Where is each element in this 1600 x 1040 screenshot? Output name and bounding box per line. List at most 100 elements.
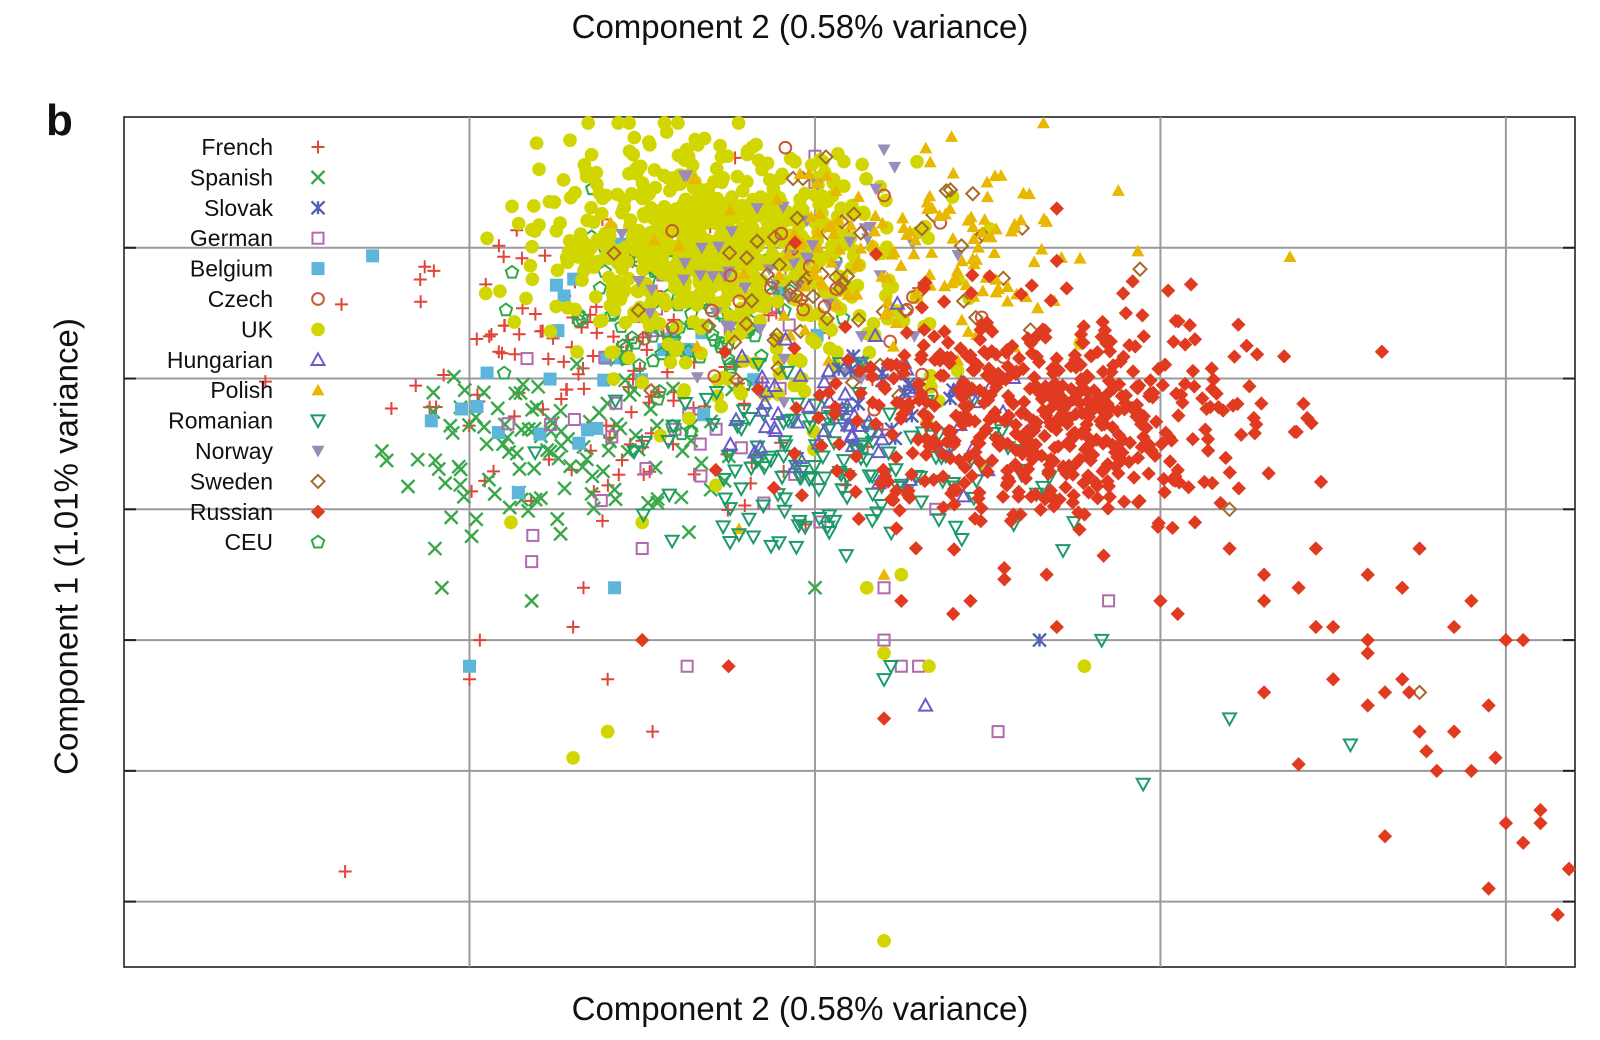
point-hungarian <box>838 397 856 413</box>
point-uk <box>549 224 564 238</box>
point-romanian <box>715 472 733 488</box>
point-russian <box>1446 724 1462 739</box>
point-russian <box>916 338 931 353</box>
point-russian <box>892 503 907 518</box>
point-russian <box>967 511 983 526</box>
point-german <box>877 633 891 647</box>
point-russian <box>1187 332 1203 347</box>
point-russian <box>1049 619 1064 635</box>
point-french <box>542 452 556 466</box>
point-hungarian <box>767 422 785 438</box>
point-uk <box>595 206 609 221</box>
legend-marker-sweden <box>310 473 326 490</box>
point-spanish <box>490 400 506 416</box>
point-russian <box>1111 466 1126 481</box>
point-russian <box>940 350 955 365</box>
point-uk <box>663 355 678 370</box>
point-russian <box>1073 327 1089 342</box>
point-polish <box>723 203 737 216</box>
point-russian <box>1088 475 1103 490</box>
point-russian <box>1498 632 1514 648</box>
point-german <box>594 494 608 508</box>
point-romanian <box>775 449 792 465</box>
point-russian <box>1256 567 1272 582</box>
point-polish <box>793 167 807 180</box>
point-norway <box>777 353 791 366</box>
point-polish <box>851 190 865 203</box>
point-russian <box>1242 379 1257 394</box>
point-french <box>528 307 542 321</box>
point-polish <box>971 240 985 253</box>
point-uk <box>709 478 723 493</box>
point-romanian <box>913 495 930 511</box>
legend-label-romanian: Romanian <box>168 408 273 434</box>
point-polish <box>690 339 704 352</box>
point-uk <box>615 262 629 276</box>
legend-entry-spanish: Spanish <box>190 164 326 190</box>
point-uk <box>562 233 577 248</box>
point-polish <box>876 216 890 229</box>
point-french <box>538 249 552 263</box>
point-uk <box>740 143 755 158</box>
point-russian <box>1136 429 1151 445</box>
point-norway <box>677 170 691 183</box>
point-uk <box>669 320 684 335</box>
point-polish <box>672 239 686 252</box>
point-russian <box>750 382 766 397</box>
point-norway <box>753 324 767 336</box>
point-hungarian <box>746 443 763 459</box>
point-russian <box>884 358 899 373</box>
legend-label-german: German <box>190 225 273 251</box>
point-uk <box>598 226 613 241</box>
point-russian <box>789 401 804 416</box>
point-polish <box>782 247 796 260</box>
point-ceu <box>496 365 512 380</box>
point-uk <box>532 162 546 177</box>
point-uk <box>621 271 636 286</box>
point-uk <box>525 239 539 254</box>
legend-marker-belgium <box>311 262 325 276</box>
point-french <box>414 295 428 309</box>
point-russian <box>1308 541 1324 556</box>
point-german <box>877 581 891 595</box>
figure-top-title: Component 2 (0.58% variance) <box>571 8 1029 45</box>
point-uk <box>652 316 667 331</box>
point-russian <box>1073 357 1088 372</box>
point-russian <box>1169 386 1184 401</box>
point-french <box>418 260 432 274</box>
point-russian <box>1100 501 1116 516</box>
point-polish <box>925 201 939 214</box>
point-uk <box>636 252 651 267</box>
point-russian <box>1222 541 1237 556</box>
point-polish <box>946 232 960 244</box>
point-russian <box>1464 593 1479 608</box>
point-sweden <box>721 245 738 261</box>
point-polish <box>886 339 900 352</box>
point-spanish <box>479 436 494 452</box>
point-russian <box>1185 431 1200 447</box>
point-sweden <box>942 182 959 198</box>
point-russian <box>936 294 952 309</box>
point-russian <box>970 357 985 373</box>
point-czech <box>877 188 891 203</box>
legend-label-french: French <box>201 134 273 160</box>
point-russian <box>1498 816 1514 831</box>
point-russian <box>1062 410 1078 426</box>
point-polish <box>770 192 784 205</box>
point-french <box>258 375 272 389</box>
point-uk <box>950 363 965 378</box>
point-polish <box>604 216 618 228</box>
point-french <box>586 349 600 363</box>
point-uk <box>795 371 809 386</box>
point-french <box>590 326 604 340</box>
legend-marker-hungarian <box>309 351 327 366</box>
point-russian <box>974 501 989 516</box>
point-russian <box>1128 339 1143 354</box>
point-french <box>601 672 615 686</box>
point-russian <box>1093 401 1108 417</box>
point-french <box>566 620 580 634</box>
point-sweden <box>770 360 786 376</box>
point-german <box>991 725 1005 739</box>
point-russian <box>1550 907 1565 922</box>
point-sweden <box>643 382 659 399</box>
